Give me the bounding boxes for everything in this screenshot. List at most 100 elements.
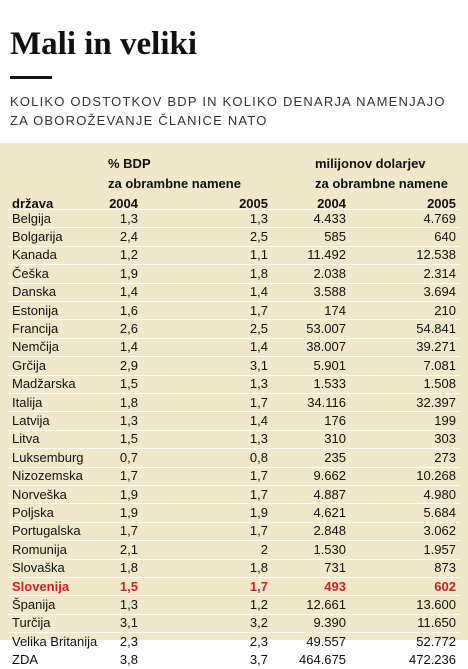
value-cell: 1,4 — [119, 339, 138, 355]
country-cell: Nemčija — [12, 339, 59, 355]
title: Mali in veliki — [10, 26, 198, 62]
value-cell: 1,9 — [119, 265, 138, 281]
group-header: za obrambne namene — [108, 176, 241, 191]
column-header: 2004 — [317, 196, 346, 211]
column-header: 2004 — [109, 196, 138, 211]
value-cell: 2,5 — [249, 228, 268, 244]
row-divider — [8, 411, 460, 413]
value-cell: 52.772 — [416, 633, 456, 649]
value-cell: 2,6 — [119, 320, 138, 336]
value-cell: 1,2 — [119, 247, 138, 263]
subtitle-line: ZA OBOROŽEVANJE ČLANICE NATO — [10, 113, 268, 128]
value-cell: 1,3 — [119, 596, 138, 612]
row-divider — [8, 393, 460, 394]
row-divider — [8, 540, 460, 542]
value-cell: 1.957 — [423, 541, 456, 557]
value-cell: 1,4 — [249, 412, 268, 428]
country-cell: Češka — [12, 265, 49, 281]
row-divider — [8, 356, 460, 358]
value-cell: 4.769 — [423, 210, 456, 226]
country-cell: Španija — [12, 596, 56, 612]
country-cell: Luksemburg — [12, 449, 84, 465]
value-cell: 731 — [324, 560, 346, 576]
value-cell: 1,7 — [249, 302, 268, 318]
row-divider — [8, 448, 460, 450]
value-cell: 3,1 — [249, 357, 268, 373]
value-cell: 1,7 — [249, 523, 268, 539]
value-cell: 7.081 — [423, 357, 456, 373]
row-divider — [8, 503, 460, 505]
column-header: država — [12, 196, 54, 211]
value-cell: 235 — [324, 449, 346, 465]
row-divider — [8, 337, 460, 339]
country-cell: Bolgarija — [12, 228, 63, 244]
value-cell: 4.980 — [423, 486, 456, 502]
value-cell: 4.887 — [313, 486, 346, 502]
value-cell: 1,5 — [119, 376, 138, 392]
value-cell: 1,4 — [119, 284, 138, 300]
country-cell: Turčija — [12, 615, 51, 631]
value-cell: 2,3 — [119, 633, 138, 649]
row-divider — [8, 595, 460, 597]
value-cell: 0,7 — [119, 449, 138, 465]
value-cell: 1,3 — [249, 431, 268, 447]
row-divider — [8, 577, 460, 578]
row-divider — [8, 282, 460, 284]
value-cell: 3.694 — [423, 284, 456, 300]
country-cell: Latvija — [12, 412, 50, 428]
country-cell: Italija — [12, 394, 43, 410]
value-cell: 49.557 — [306, 633, 346, 649]
value-cell: 13.600 — [416, 596, 456, 612]
value-cell: 1,7 — [119, 468, 138, 484]
value-cell: 11.650 — [417, 615, 456, 631]
row-divider — [8, 558, 460, 560]
value-cell: 2,5 — [249, 320, 268, 336]
value-cell: 1,6 — [119, 302, 138, 318]
country-cell: Portugalska — [12, 523, 81, 539]
value-cell: 5.901 — [313, 357, 346, 373]
value-cell: 10.268 — [416, 468, 456, 484]
country-cell: Slovenija — [12, 578, 70, 594]
value-cell: 1,4 — [249, 339, 268, 355]
value-cell: 1,9 — [119, 486, 138, 502]
row-divider — [8, 521, 460, 523]
country-cell: Belgija — [12, 210, 52, 226]
value-cell: 1,8 — [119, 560, 138, 576]
value-cell: 472.236 — [409, 652, 456, 668]
row-divider — [8, 227, 460, 229]
value-cell: 1,3 — [249, 210, 268, 226]
value-cell: 1,7 — [119, 523, 138, 539]
value-cell: 11.492 — [307, 247, 346, 263]
country-cell: Romunija — [12, 541, 67, 557]
country-cell: Grčija — [12, 357, 46, 373]
value-cell: 0,8 — [249, 449, 268, 465]
value-cell: 493 — [324, 578, 346, 594]
value-cell: 1,1 — [249, 247, 268, 263]
page: {"header": {"title": "Mali in veliki", "… — [0, 26, 468, 668]
country-cell: Madžarska — [12, 376, 76, 392]
value-cell: 1,7 — [249, 578, 268, 594]
value-cell: 1,5 — [119, 578, 138, 594]
country-cell: Estonija — [12, 302, 59, 318]
value-cell: 2,1 — [119, 541, 138, 557]
value-cell: 585 — [324, 228, 346, 244]
column-header: 2005 — [427, 196, 456, 211]
row-divider — [8, 245, 460, 247]
value-cell: 9.662 — [313, 468, 346, 484]
value-cell: 1,8 — [249, 560, 268, 576]
value-cell: 4.621 — [313, 504, 346, 520]
value-cell: 176 — [324, 412, 346, 428]
value-cell: 1,8 — [249, 265, 268, 281]
value-cell: 303 — [434, 431, 456, 447]
subtitle-line: KOLIKO ODSTOTKOV BDP IN KOLIKO DENARJA N… — [10, 94, 446, 109]
value-cell: 4.433 — [313, 210, 346, 226]
value-cell: 1,8 — [119, 394, 138, 410]
value-cell: 38.007 — [306, 339, 346, 355]
column-header: 2005 — [239, 196, 268, 211]
table-panel: % BDP za obrambne namene milijonov dolarje… — [0, 143, 468, 667]
value-cell: 1.533 — [313, 376, 346, 392]
value-cell: 3,7 — [249, 652, 268, 668]
value-cell: 3,2 — [249, 615, 268, 631]
country-cell: Norveška — [12, 486, 67, 502]
value-cell: 1,3 — [119, 210, 138, 226]
